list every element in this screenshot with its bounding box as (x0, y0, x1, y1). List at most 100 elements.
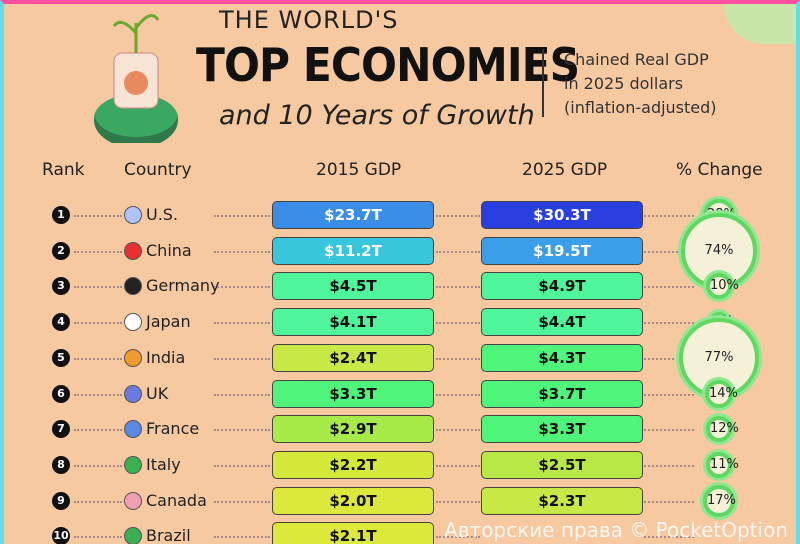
country: Canada (146, 490, 207, 510)
leader-dots (74, 215, 122, 217)
subtitle: and 10 Years of Growth (219, 100, 535, 131)
leader-dots (74, 500, 122, 503)
flag-icon (124, 527, 142, 544)
note: Chained Real GDP (564, 50, 709, 69)
flag-icon (124, 241, 142, 260)
leader-dots (436, 250, 480, 253)
leader-dots (436, 357, 480, 360)
gdp-2015: $2.0T (272, 486, 434, 515)
rank-badge: 8 (52, 455, 70, 474)
gdp-2025: $19.5T (481, 236, 643, 265)
leader-dots (74, 322, 122, 325)
gdp-2015: $23.7T (272, 201, 434, 229)
country: France (146, 419, 200, 439)
change-circle: 12% (706, 416, 739, 443)
gdp-2015: $3.3T (272, 379, 434, 408)
change-circle: 17% (703, 484, 736, 517)
watermark: Авторские права © PocketOption (444, 518, 788, 542)
leader-dots (214, 429, 270, 432)
leader-dots (644, 536, 694, 539)
country: India (146, 347, 186, 367)
leader-dots (644, 322, 694, 325)
country: Japan (146, 312, 191, 332)
leader-dots (214, 215, 270, 217)
rank-badge: 10 (52, 527, 70, 544)
gdp-2015: $4.5T (272, 272, 434, 301)
leader-dots (644, 286, 694, 289)
change-circle: 14% (705, 379, 738, 408)
leader-dots (74, 464, 122, 467)
rank-badge: 7 (52, 420, 70, 439)
leader-dots (74, 393, 122, 396)
leader-dots (214, 250, 270, 253)
leader-dots (74, 250, 122, 253)
gdp-2025: $2.3T (481, 486, 643, 515)
country: Germany (146, 276, 220, 296)
flag-icon (124, 491, 142, 510)
flag-icon (124, 384, 142, 403)
country: UK (146, 383, 169, 403)
rank-badge: 3 (52, 277, 70, 296)
rank-badge: 1 (52, 206, 70, 224)
rank-badge: 5 (52, 348, 70, 367)
note: in 2025 dollars (564, 74, 684, 93)
change-circle: 10% (706, 273, 739, 300)
change-circle: 11% (706, 451, 739, 478)
leader-dots (214, 500, 270, 503)
flag-icon (124, 420, 142, 439)
leader-dots (214, 357, 270, 360)
flag-icon (124, 455, 142, 474)
country: China (146, 240, 192, 260)
leader-dots (436, 286, 480, 289)
leader-dots (436, 429, 480, 432)
note: (inflation-adjusted) (564, 98, 717, 117)
rank-badge: 4 (52, 313, 70, 332)
rank-badge: 2 (52, 241, 70, 260)
leader-dots (436, 393, 480, 396)
leader-dots (214, 464, 270, 467)
leader-dots (644, 500, 694, 503)
country: Brazil (146, 526, 191, 544)
flag-icon (124, 313, 142, 332)
gdp-2025: $2.5T (481, 450, 643, 479)
gdp-2025: $4.3T (481, 343, 643, 372)
gdp-2025: $3.7T (481, 379, 643, 408)
leader-dots (74, 429, 122, 432)
gdp-2025: $4.9T (481, 272, 643, 301)
gdp-2015: $11.2T (272, 236, 434, 265)
leader-dots (214, 322, 270, 325)
leader-dots (436, 215, 480, 217)
leader-dots (214, 393, 270, 396)
leader-dots (644, 429, 694, 432)
rank-badge: 6 (52, 384, 70, 403)
column-header: Country (124, 160, 192, 180)
gdp-2015: $2.4T (272, 343, 434, 372)
country: U.S. (146, 205, 179, 224)
leader-dots (214, 286, 270, 289)
column-header: 2015 GDP (316, 160, 402, 180)
gdp-2015: $4.1T (272, 308, 434, 337)
gdp-2025: $30.3T (481, 201, 643, 229)
gdp-2015: $2.1T (272, 522, 434, 544)
flag-icon (124, 206, 142, 224)
flag-icon (124, 348, 142, 367)
leader-dots (436, 536, 480, 539)
leader-dots (74, 286, 122, 289)
column-header: Rank (42, 160, 85, 180)
leader-dots (436, 500, 480, 503)
rank-badge: 9 (52, 491, 70, 510)
country: Italy (146, 454, 181, 474)
leader-dots (644, 250, 694, 253)
leader-dots (436, 322, 480, 325)
plant-jar-icon (94, 14, 178, 143)
leader-dots (644, 357, 694, 360)
column-header: % Change (676, 160, 763, 180)
leader-dots (436, 464, 480, 467)
kicker: THE WORLD'S (219, 6, 399, 34)
column-header: 2025 GDP (522, 160, 608, 180)
leader-dots (644, 464, 694, 467)
flag-icon (124, 277, 142, 296)
leader-dots (214, 536, 270, 539)
title: TOP ECONOMIES (196, 38, 580, 92)
